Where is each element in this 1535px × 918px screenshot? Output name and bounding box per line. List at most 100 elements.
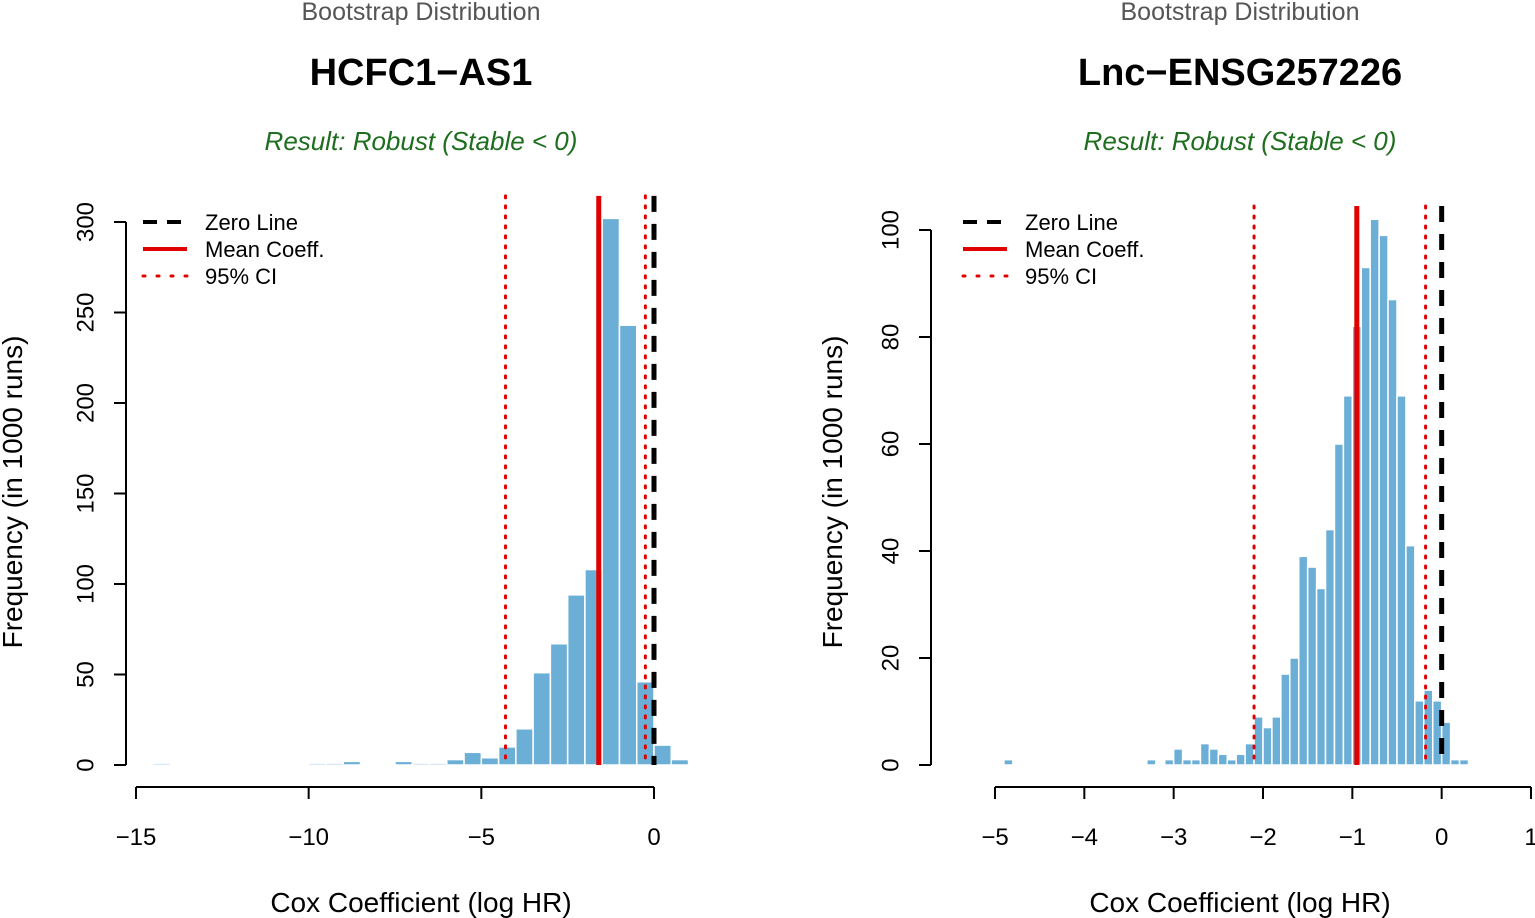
reference-lines bbox=[1252, 204, 1445, 767]
x-tick-label: −4 bbox=[1071, 824, 1098, 851]
x-tick-label: −5 bbox=[981, 824, 1008, 851]
histogram-bars bbox=[1003, 218, 1470, 766]
histogram-bar bbox=[601, 217, 621, 766]
legend-label: Zero Line bbox=[1025, 210, 1118, 235]
y-axis-label: Frequency (in 1000 runs) bbox=[817, 336, 848, 649]
histogram-bar bbox=[1396, 395, 1407, 766]
histogram-bar bbox=[1369, 218, 1380, 766]
histogram-bar bbox=[1405, 544, 1416, 766]
legend-label: 95% CI bbox=[205, 264, 277, 289]
x-axis-label: Cox Coefficient (log HR) bbox=[1089, 887, 1390, 918]
histogram-bar bbox=[411, 762, 431, 766]
x-tick-label: −5 bbox=[468, 824, 495, 851]
histogram-bar bbox=[1360, 266, 1371, 766]
histogram-bar bbox=[463, 751, 483, 766]
histogram-bar bbox=[1324, 528, 1336, 766]
chart-suptitle: Bootstrap Distribution bbox=[1120, 0, 1359, 26]
histogram-bar bbox=[1387, 298, 1398, 766]
histogram-bar bbox=[1190, 758, 1202, 766]
reference-lines bbox=[504, 194, 657, 767]
y-tick-label: 0 bbox=[73, 758, 100, 771]
histogram-bar bbox=[653, 744, 673, 766]
y-tick-label: 250 bbox=[73, 292, 100, 332]
histogram-bar bbox=[1217, 753, 1229, 766]
x-axis-label: Cox Coefficient (log HR) bbox=[270, 887, 571, 918]
x-tick-label: −1 bbox=[1339, 824, 1366, 851]
y-tick-label: 20 bbox=[878, 645, 905, 672]
histogram-bar bbox=[1208, 748, 1220, 766]
histogram-bar bbox=[1271, 716, 1282, 766]
histogram-bar bbox=[1333, 443, 1345, 766]
histogram-bar bbox=[1280, 673, 1291, 766]
y-tick-label: 200 bbox=[73, 383, 100, 423]
histogram-bar bbox=[1235, 753, 1246, 766]
y-tick-label: 100 bbox=[73, 564, 100, 604]
histogram-bar bbox=[1458, 758, 1470, 766]
x-tick-label: 0 bbox=[1435, 824, 1448, 851]
chart-panel-hcfc1-as1: Bootstrap Distribution HCFC1−AS1 Result:… bbox=[0, 0, 690, 918]
histogram-bar bbox=[1262, 726, 1273, 766]
histogram-bar bbox=[342, 760, 362, 766]
y-tick-label: 150 bbox=[73, 473, 100, 513]
histogram-bar bbox=[618, 324, 638, 766]
histogram-bar bbox=[394, 760, 414, 766]
x-tick-label: −15 bbox=[116, 824, 157, 851]
histogram-bar bbox=[325, 762, 344, 766]
legend-label: Mean Coeff. bbox=[1025, 237, 1144, 262]
y-tick-label: 60 bbox=[878, 431, 905, 458]
x-tick-label: −10 bbox=[288, 824, 329, 851]
chart-axes: 0 50 100 150 200 250 300 −15 −10 −5 0 bbox=[73, 202, 661, 851]
y-tick-label: 300 bbox=[73, 202, 100, 242]
histogram-bar bbox=[1378, 234, 1389, 766]
histogram-bar bbox=[1181, 758, 1193, 766]
chart-result-label: Result: Robust (Stable < 0) bbox=[265, 126, 578, 156]
chart-suptitle: Bootstrap Distribution bbox=[301, 0, 540, 26]
histogram-bar bbox=[515, 728, 534, 766]
histogram-bar bbox=[1003, 758, 1014, 766]
y-tick-label: 80 bbox=[878, 324, 905, 351]
histogram-bar bbox=[428, 762, 448, 766]
histogram-bar bbox=[1163, 758, 1175, 766]
histogram-bar bbox=[566, 594, 586, 766]
histogram-bar bbox=[1414, 700, 1425, 766]
x-tick-label: −2 bbox=[1249, 824, 1276, 851]
x-tick-label: 1 bbox=[1524, 824, 1535, 851]
histogram-bar bbox=[152, 762, 172, 766]
legend-label: Zero Line bbox=[205, 210, 298, 235]
histogram-bar bbox=[307, 762, 327, 766]
histogram-bar bbox=[1449, 758, 1461, 766]
x-tick-label: −3 bbox=[1160, 824, 1187, 851]
y-tick-label: 100 bbox=[878, 210, 905, 250]
histogram-bar bbox=[1199, 742, 1211, 766]
histogram-bar bbox=[635, 680, 655, 766]
y-tick-label: 0 bbox=[878, 758, 905, 771]
histogram-bar bbox=[1297, 555, 1309, 766]
y-axis-label: Frequency (in 1000 runs) bbox=[0, 336, 28, 649]
chart-axes: 0 20 40 60 80 100 −5 −4 −3 −2 −1 0 1 bbox=[878, 210, 1535, 851]
chart-title: HCFC1−AS1 bbox=[310, 52, 533, 94]
legend-label: Mean Coeff. bbox=[205, 237, 324, 262]
histogram-bars bbox=[152, 217, 690, 766]
histogram-bar bbox=[1342, 395, 1354, 766]
histogram-bar bbox=[1306, 566, 1318, 766]
histogram-bar bbox=[1146, 758, 1157, 766]
histogram-bar bbox=[446, 758, 465, 766]
histogram-bar bbox=[1226, 758, 1237, 766]
histogram-bar bbox=[670, 758, 690, 766]
histogram-bar bbox=[1172, 748, 1184, 766]
histogram-bar bbox=[532, 671, 552, 766]
histogram-bar bbox=[1315, 587, 1327, 766]
y-tick-label: 50 bbox=[73, 661, 100, 688]
histogram-bar bbox=[497, 746, 517, 766]
histogram-bar bbox=[549, 642, 569, 766]
histogram-bar bbox=[1289, 657, 1300, 766]
x-tick-label: 0 bbox=[647, 824, 660, 851]
chart-result-label: Result: Robust (Stable < 0) bbox=[1084, 126, 1397, 156]
histogram-bar bbox=[480, 757, 500, 766]
chart-title: Lnc−ENSG257226 bbox=[1078, 52, 1402, 94]
legend-label: 95% CI bbox=[1025, 264, 1097, 289]
y-tick-label: 40 bbox=[878, 538, 905, 565]
